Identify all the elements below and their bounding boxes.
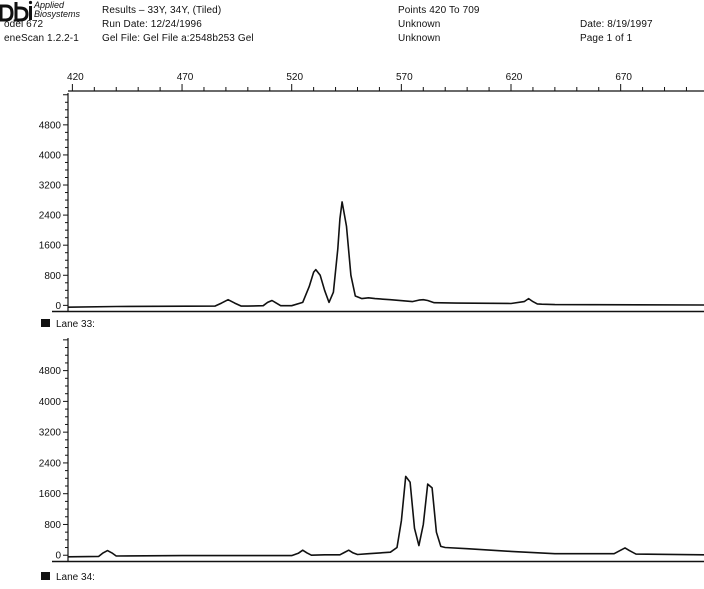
lane-marker-icon: [41, 572, 50, 580]
y-tick-label: 1600: [39, 489, 62, 500]
y-tick-label: 2400: [39, 458, 62, 469]
x-tick-label: 420: [67, 72, 84, 83]
applied-biosystems-logo-icon: [0, 0, 33, 22]
software-text: eneScan 1.2.2-1: [4, 33, 79, 44]
y-tick-label: 1600: [39, 241, 62, 252]
print-date-text: Date: 8/19/1997: [580, 19, 653, 30]
points-range-text: Points 420 To 709: [398, 5, 480, 16]
y-tick-label: 0: [55, 551, 61, 562]
y-tick-label: 4800: [39, 366, 62, 377]
brand-line-2: Biosystems: [34, 9, 81, 19]
x-tick-label: 670: [615, 72, 632, 83]
x-tick-label: 520: [286, 72, 303, 83]
y-tick-label: 0: [55, 301, 61, 312]
lane-label: Lane 34:: [56, 572, 95, 583]
unknown-text-2: Unknown: [398, 33, 441, 44]
y-tick-label: 3200: [39, 181, 62, 192]
gel-file-text: Gel File: Gel File a:2548b253 Gel: [102, 33, 254, 44]
x-tick-label: 570: [396, 72, 413, 83]
page-number-text: Page 1 of 1: [580, 33, 633, 44]
y-tick-label: 4000: [39, 150, 62, 161]
y-tick-label: 3200: [39, 428, 62, 439]
x-tick-label: 470: [177, 72, 194, 83]
run-date-text: Run Date: 12/24/1996: [102, 19, 202, 30]
unknown-text-1: Unknown: [398, 19, 441, 30]
y-tick-label: 2400: [39, 211, 62, 222]
lane-33-trace: [67, 201, 704, 308]
lane-marker-icon: [41, 319, 50, 327]
y-tick-label: 800: [44, 520, 61, 531]
y-tick-label: 800: [44, 271, 61, 282]
lane-34-trace: [67, 475, 704, 558]
brand-line-1: Applied: [34, 0, 65, 10]
x-tick-label: 620: [506, 72, 523, 83]
y-tick-label: 4800: [39, 120, 62, 131]
brand-name: Applied Biosystems: [34, 1, 80, 19]
lane-label: Lane 33:: [56, 319, 95, 330]
y-tick-label: 4000: [39, 397, 62, 408]
model-text: odel 672: [4, 19, 44, 30]
results-text: Results – 33Y, 34Y, (Tiled): [102, 5, 222, 16]
